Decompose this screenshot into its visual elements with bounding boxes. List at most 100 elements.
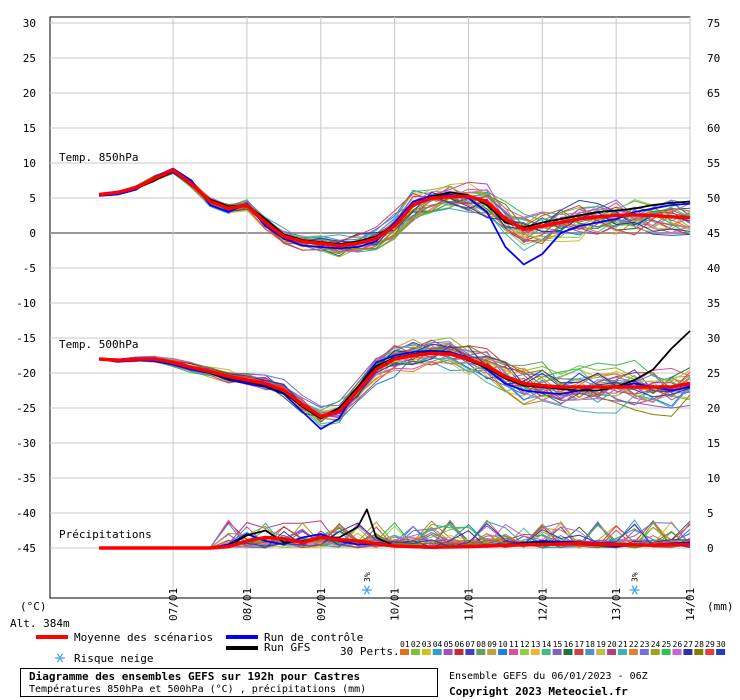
perturbation-id: 18 [585,640,595,649]
perturbation-swatch [672,649,682,655]
perturbation-swatch [661,649,671,655]
perturbation-line [99,170,691,254]
right-tick-label: 60 [707,122,720,135]
perturbation-swatch [585,649,595,655]
perturbation-id: 29 [705,640,715,649]
perturbation-swatch [487,649,497,655]
series-line-precip_ctrl [99,533,691,549]
left-tick-label: 30 [23,17,36,30]
right-tick-label: 45 [707,227,720,240]
legend: Moyenne des scénarios Run de contrôle Ru… [36,631,726,665]
right-tick-label: 40 [707,262,720,275]
left-tick-label: -25 [16,402,36,415]
label-t500: Temp. 500hPa [59,338,138,351]
right-tick-label: 15 [707,437,720,450]
right-tick-label: 75 [707,17,720,30]
left-tick-label: -45 [16,542,36,555]
perturbation-line [99,344,691,407]
series-line-t500_mean [99,351,691,419]
snowflake-icon [361,585,372,595]
perturbation-id: 07 [465,640,475,649]
x-tick-label: 14/01 [684,588,697,621]
perturbation-swatch [552,649,562,655]
right-tick-label: 25 [707,367,720,380]
perturbation-id: 19 [596,640,606,649]
perturbation-id: 15 [553,640,563,649]
perturbation-swatch [432,649,442,655]
perturbation-id: 26 [673,640,683,649]
series-line-precip_mean [99,535,691,550]
perturbation-id: 22 [629,640,639,649]
perturbation-id: 01 [400,640,410,649]
perturbation-id: 12 [520,640,530,649]
perturbation-swatch [509,649,518,655]
perturbation-id: 11 [509,640,519,649]
perturbation-id: 14 [542,640,552,649]
label-t850: Temp. 850hPa [59,151,138,164]
perturbation-swatch [563,649,573,655]
snow-risk-percent: 3% [363,572,372,582]
altitude-label: Alt. 384m [10,617,70,630]
perturbation-swatch [498,649,508,655]
perturbation-id: 08 [476,640,486,649]
chart-subtitle: Températures 850hPa et 500hPa (°C) , pré… [29,684,367,695]
perturbation-id: 06 [455,640,465,649]
perturbation-id: 30 [716,640,726,649]
chart-caption-box: Diagramme des ensembles GEFS sur 192h po… [20,668,438,697]
perturbation-swatch [628,649,638,655]
x-tick-label: 13/01 [610,588,623,621]
perturbation-swatch [400,649,409,655]
legend-label-snow-risk: Risque neige [74,652,153,665]
x-tick-label: 10/01 [389,588,402,621]
perturbation-swatch [596,649,606,655]
x-tick-label: 07/01 [167,588,180,621]
chart-grid [49,16,691,599]
right-tick-label: 55 [707,157,720,170]
label-precip: Précipitations [59,528,152,541]
perturbation-swatch [607,649,617,655]
left-tick-label: -40 [16,507,36,520]
legend-label-gfs: Run GFS [264,641,310,654]
right-tick-label: 20 [707,402,720,415]
x-tick-label: 08/01 [241,588,254,621]
perturbation-id: 05 [444,640,454,649]
left-tick-label: -10 [16,297,36,310]
perturbation-id: 16 [564,640,574,649]
left-tick-label: -30 [16,437,36,450]
plot-frame [49,16,691,599]
perturbation-legend: 01 02 03 04 05 06 07 08 09 10 11 12 13 14 15 16 17 18 19 20… [400,640,726,655]
perturbation-swatch [683,649,693,655]
legend-label-mean: Moyenne des scénarios [74,631,213,644]
main-series-lines [99,167,691,550]
perturbation-swatch [618,649,627,655]
perturbation-swatch [574,649,584,655]
perturbation-swatch [650,649,660,655]
left-tick-label: 5 [29,192,36,205]
perturbation-swatch [705,649,715,655]
perturbation-swatch [639,649,649,655]
right-tick-label: 0 [707,542,714,555]
perturbation-swatch [421,649,431,655]
perturbation-id: 21 [618,640,628,649]
perturbation-id: 20 [607,640,617,649]
perturbation-swatch [443,649,453,655]
left-tick-label: 25 [23,52,36,65]
perturbation-id: 09 [487,640,497,649]
left-tick-label: 0 [29,227,36,240]
x-tick-label: 09/01 [315,588,328,621]
x-tick-label: 12/01 [536,588,549,621]
perturbation-id: 25 [662,640,672,649]
series-line-t850_mean [99,168,691,248]
left-tick-label: 20 [23,87,36,100]
snowflake-icon [55,653,65,663]
left-tick-label: -20 [16,367,36,380]
perturbation-swatch [519,649,529,655]
snow-risk-markers: 3% 3% [361,572,640,595]
perturbation-swatch [410,649,420,655]
right-tick-label: 70 [707,52,720,65]
right-tick-label: 50 [707,192,720,205]
right-tick-label: 10 [707,472,720,485]
left-tick-label: 15 [23,122,36,135]
perturbation-id: 13 [531,640,541,649]
